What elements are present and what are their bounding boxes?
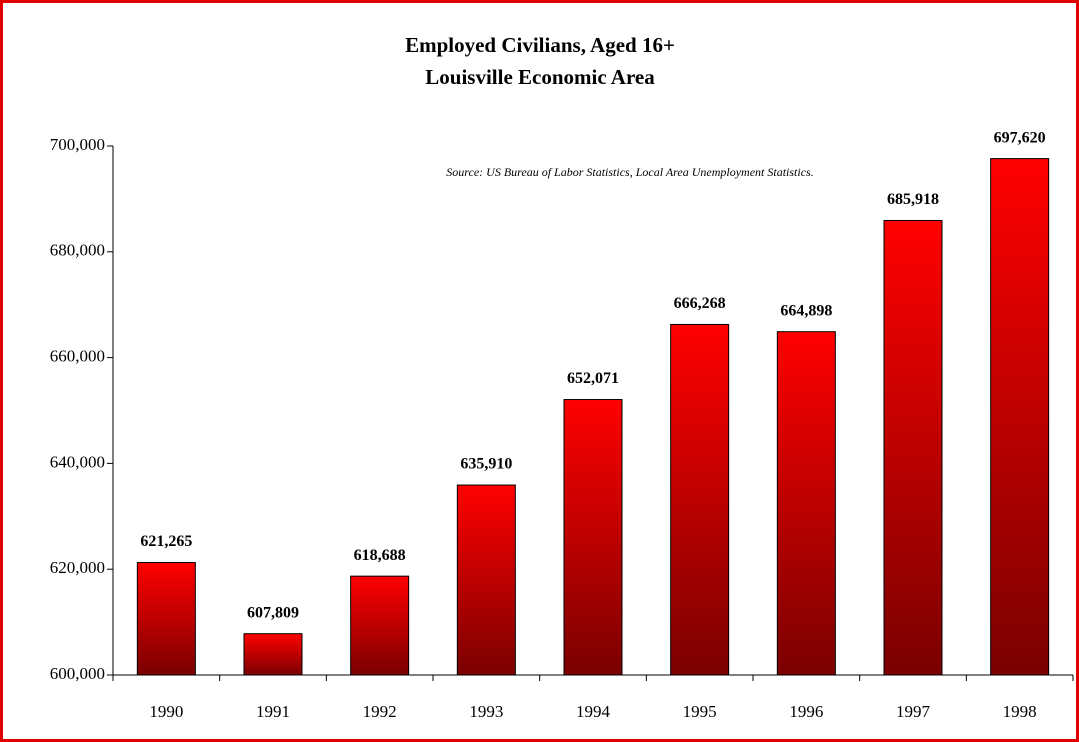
- data-label: 607,809: [247, 604, 299, 621]
- y-tick-label: 680,000: [50, 241, 105, 260]
- bar: [350, 575, 410, 676]
- y-tick-label: 660,000: [50, 347, 105, 366]
- x-tick-label: 1996: [789, 702, 823, 721]
- bar: [990, 158, 1050, 676]
- bar: [456, 484, 516, 676]
- data-label: 618,688: [354, 547, 406, 564]
- data-label: 697,620: [994, 129, 1046, 146]
- y-tick-label: 600,000: [50, 664, 105, 683]
- x-tick-label: 1994: [576, 702, 611, 721]
- x-tick-label: 1997: [896, 702, 931, 721]
- x-tick-label: 1993: [469, 702, 503, 721]
- bar: [883, 219, 943, 676]
- bar: [136, 562, 196, 676]
- y-tick-label: 620,000: [50, 558, 105, 577]
- x-tick-label: 1990: [149, 702, 183, 721]
- bar: [243, 633, 303, 676]
- x-tick-label: 1998: [1003, 702, 1037, 721]
- chart-subtitle: Louisville Economic Area: [425, 65, 655, 89]
- data-label: 666,268: [674, 295, 726, 312]
- x-tick-label: 1991: [256, 702, 290, 721]
- data-label: 621,265: [140, 533, 192, 550]
- x-tick-label: 1995: [683, 702, 717, 721]
- data-label: 635,910: [460, 456, 512, 473]
- y-tick-label: 640,000: [50, 452, 105, 471]
- y-tick-label: 700,000: [50, 135, 105, 154]
- data-label: 685,918: [887, 191, 939, 208]
- bar: [670, 323, 730, 676]
- data-label: 664,898: [780, 302, 832, 319]
- bar: [776, 331, 836, 676]
- chart-title: Employed Civilians, Aged 16+: [405, 33, 675, 57]
- x-tick-label: 1992: [363, 702, 397, 721]
- data-label: 652,071: [567, 370, 619, 387]
- bar: [563, 399, 623, 676]
- source-note: Source: US Bureau of Labor Statistics, L…: [446, 165, 813, 179]
